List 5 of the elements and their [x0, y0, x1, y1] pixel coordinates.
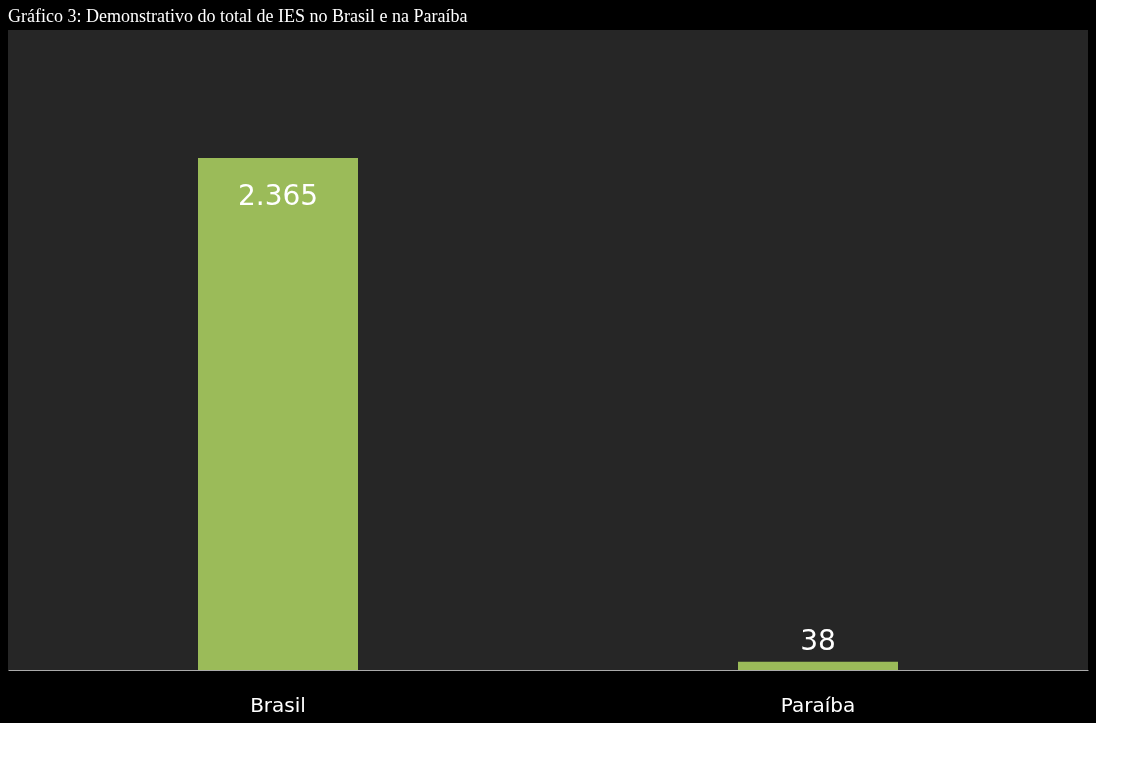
chart-title: Gráfico 3: Demonstrativo do total de IES no Brasil e na Paraíba — [8, 6, 468, 26]
data-label: 38 — [800, 623, 836, 657]
x-tick-label: Paraíba — [780, 692, 856, 717]
x-tick-label: Brasil — [250, 692, 306, 717]
data-label: 2.365 — [237, 179, 319, 212]
